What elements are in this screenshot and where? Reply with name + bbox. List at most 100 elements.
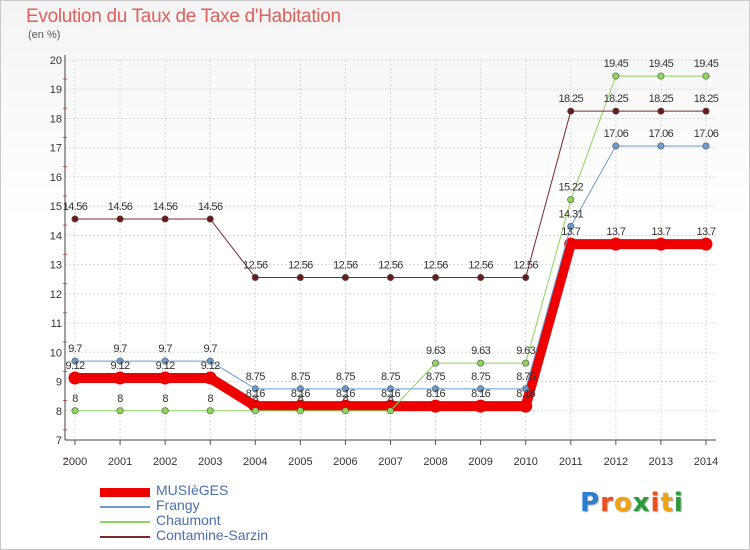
y-tick-label: 12 <box>50 289 62 301</box>
data-label: 9.12 <box>201 360 220 372</box>
data-label: 18.25 <box>649 93 674 105</box>
data-point <box>341 407 349 415</box>
data-label: 8 <box>298 393 304 405</box>
legend-label: Frangy <box>156 497 200 513</box>
x-tick-label: 2014 <box>694 456 718 468</box>
data-label: 12.56 <box>378 259 403 271</box>
legend-swatch <box>100 521 150 523</box>
data-point <box>116 407 124 415</box>
data-point <box>296 407 304 415</box>
data-point <box>203 371 217 385</box>
data-label: 12.56 <box>288 259 313 271</box>
legend-item: MUSIèGES <box>100 482 340 498</box>
data-label: 13.7 <box>651 226 670 238</box>
legend-swatch <box>100 536 150 538</box>
data-point <box>702 142 710 150</box>
data-point <box>702 72 710 80</box>
data-label: 17.06 <box>694 128 719 140</box>
y-tick-label: 17 <box>50 143 62 155</box>
data-label: 14.56 <box>108 201 133 213</box>
data-label: 8.16 <box>471 388 490 400</box>
data-point <box>341 273 349 281</box>
data-label: 8.75 <box>291 371 310 383</box>
y-tick-label: 7 <box>56 435 62 447</box>
data-label: 9.7 <box>113 343 127 355</box>
data-point <box>68 371 82 385</box>
x-tick-label: 2012 <box>604 456 628 468</box>
data-label: 9.7 <box>68 343 82 355</box>
data-label: 12.56 <box>243 259 268 271</box>
logo-letter: r <box>600 488 614 518</box>
y-tick-label: 15 <box>50 201 62 213</box>
data-point <box>161 357 169 365</box>
data-label: 19.45 <box>649 58 674 70</box>
y-tick-label: 18 <box>50 113 62 125</box>
data-label: 8.16 <box>246 388 265 400</box>
data-label: 8 <box>388 393 394 405</box>
data-label: 9.12 <box>111 360 130 372</box>
x-tick-label: 2000 <box>63 456 87 468</box>
data-point <box>251 407 259 415</box>
data-point <box>206 357 214 365</box>
data-point <box>293 399 307 413</box>
data-point <box>522 359 530 367</box>
data-point <box>206 407 214 415</box>
data-label: 13.7 <box>606 226 625 238</box>
y-tick-label: 11 <box>51 318 62 330</box>
x-tick-label: 2013 <box>649 456 673 468</box>
data-point <box>477 273 485 281</box>
x-tick-label: 2002 <box>153 456 177 468</box>
data-point <box>71 215 79 223</box>
data-label: 8.75 <box>336 371 355 383</box>
data-point <box>474 399 488 413</box>
data-label: 9.7 <box>203 343 217 355</box>
data-point <box>113 371 127 385</box>
data-point <box>341 385 349 393</box>
legend-item: Contamine-Sarzin <box>100 527 340 543</box>
data-point <box>386 273 394 281</box>
data-label: 15.22 <box>559 182 584 194</box>
chart-title: Evolution du Taux de Taxe d'Habitation <box>26 6 341 27</box>
data-point <box>71 407 79 415</box>
data-point <box>251 273 259 281</box>
data-label: 9.63 <box>471 345 490 357</box>
logo-letter: t <box>660 488 674 518</box>
data-point <box>206 215 214 223</box>
logo-letter: P <box>580 488 601 518</box>
data-label: 8 <box>253 393 259 405</box>
x-tick-label: 2006 <box>333 456 357 468</box>
proxiti-logo: Proxiti <box>580 488 684 518</box>
x-tick-label: 2007 <box>378 456 402 468</box>
logo-letter: x <box>632 488 651 518</box>
data-label: 9.12 <box>156 360 175 372</box>
legend-label: Chaumont <box>156 512 221 528</box>
data-point <box>657 107 665 115</box>
data-point <box>567 107 575 115</box>
data-point <box>612 142 620 150</box>
data-point <box>699 237 713 251</box>
data-point <box>567 196 575 204</box>
data-label: 9.12 <box>65 360 84 372</box>
y-tick-label: 8 <box>56 406 62 418</box>
data-label: 9.63 <box>426 345 445 357</box>
data-label: 8 <box>162 393 168 405</box>
data-point <box>116 357 124 365</box>
data-point <box>477 385 485 393</box>
data-label: 8.75 <box>426 371 445 383</box>
data-point <box>657 142 665 150</box>
data-point <box>432 273 440 281</box>
data-point <box>612 72 620 80</box>
data-point <box>519 399 533 413</box>
y-tick-label: 13 <box>50 260 62 272</box>
data-point <box>116 215 124 223</box>
legend-item: Chaumont <box>100 512 340 528</box>
data-label: 13.7 <box>561 226 580 238</box>
data-label: 8.16 <box>516 388 535 400</box>
data-point <box>564 237 578 251</box>
data-point <box>386 407 394 415</box>
data-label: 8.16 <box>381 388 400 400</box>
y-tick-label: 19 <box>50 84 62 96</box>
data-point <box>657 72 665 80</box>
